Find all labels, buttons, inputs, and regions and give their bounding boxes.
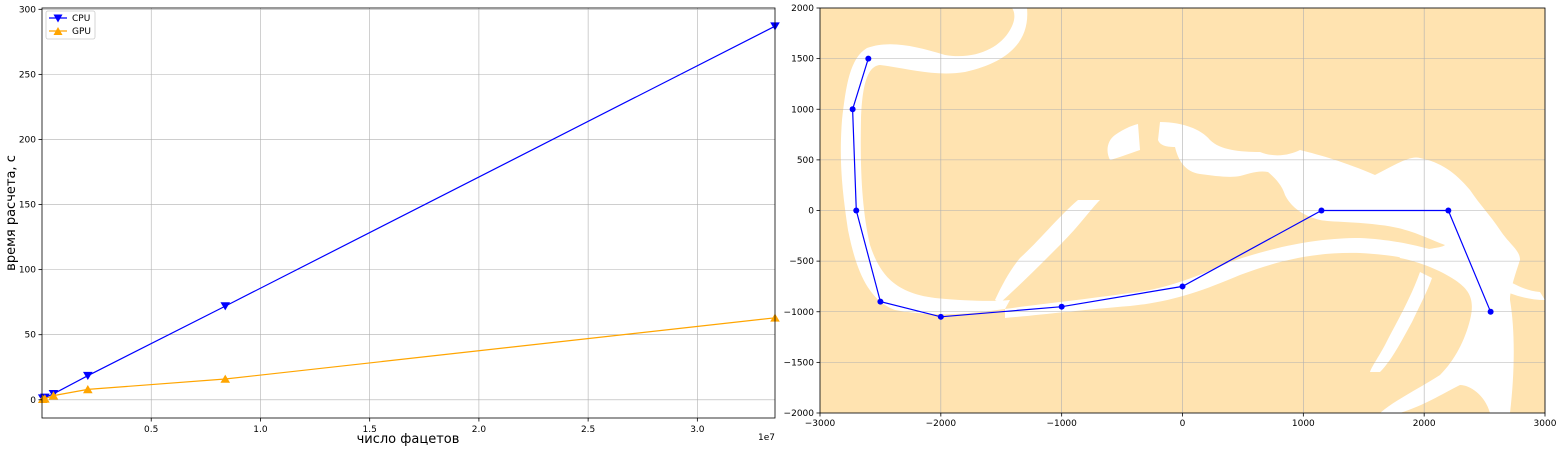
route-waypoint <box>1487 308 1494 315</box>
gpu-data-point <box>40 394 50 403</box>
left-y-axis-label: время расчета, с <box>4 155 19 271</box>
left-x-tick-label: 1.5 <box>363 425 377 435</box>
left-y-tick-label: 200 <box>19 135 36 145</box>
cpu-data-point <box>220 302 231 311</box>
x-offset-text: 1e7 <box>758 433 775 443</box>
left-y-tick-label: 300 <box>19 5 36 15</box>
right-y-tick-label: 1500 <box>791 55 814 65</box>
route-waypoint <box>853 207 860 214</box>
water-channel-upper <box>840 8 1028 315</box>
right-x-tick-label: −2000 <box>926 419 957 429</box>
right-y-tick-label: −1000 <box>784 308 815 318</box>
right-x-tick-label: −1000 <box>1046 419 1077 429</box>
left-y-tick-label: 250 <box>19 70 36 80</box>
right-x-tick-label: 3000 <box>1534 419 1557 429</box>
cpu-data-point <box>83 371 93 381</box>
right-y-tick-label: −1500 <box>784 358 815 368</box>
right-y-tick-label: 500 <box>797 156 814 166</box>
gpu-data-point <box>83 385 93 394</box>
left-gridlines <box>42 8 775 418</box>
left-chart: 0.5 1.0 1.5 2.0 2.5 3.0 0 50 100 150 200 250 300 чис… <box>4 5 780 447</box>
right-y-tick-label: 0 <box>808 207 814 217</box>
right-x-tick-label: 2000 <box>1413 419 1436 429</box>
route-waypoint <box>849 106 856 113</box>
right-y-tick-label: 2000 <box>791 4 814 14</box>
route-waypoint <box>865 55 872 62</box>
left-x-tick-label: 0.5 <box>144 425 158 435</box>
right-y-tick-label: −2000 <box>784 409 815 419</box>
left-x-axis-label: число фацетов <box>357 432 460 447</box>
route-waypoint <box>1318 207 1325 214</box>
left-y-tick-label: 50 <box>25 331 37 341</box>
legend-cpu-marker <box>53 14 63 23</box>
route-waypoint <box>1058 303 1065 310</box>
right-x-tick-label: 0 <box>1180 419 1186 429</box>
left-x-tick-label: 2.0 <box>472 425 487 435</box>
left-x-tick-label: 3.0 <box>690 425 705 435</box>
left-plot-frame <box>41 7 776 419</box>
route-waypoint <box>937 313 944 320</box>
right-y-tick-label: −500 <box>789 257 814 267</box>
gpu-data-point <box>220 374 231 383</box>
route-waypoint <box>877 298 884 305</box>
right-ticks: −3000 −2000 −1000 0 1000 2000 3000200015001000… <box>784 4 1557 429</box>
left-y-tick-label: 100 <box>19 266 36 276</box>
water-channel-left-branch <box>995 200 1100 303</box>
route-line <box>851 58 1492 318</box>
right-y-tick-label: 1000 <box>791 105 814 115</box>
route-waypoint <box>1179 283 1186 290</box>
water-channel-right <box>1158 122 1520 413</box>
legend-gpu-label: GPU <box>72 27 91 37</box>
left-x-tick-label: 2.5 <box>581 425 595 435</box>
water-channel-small <box>1107 124 1140 160</box>
legend: CPU GPU <box>45 10 96 40</box>
left-series <box>37 22 780 403</box>
route-waypoint <box>1445 207 1452 214</box>
legend-gpu-marker <box>53 27 63 35</box>
right-x-tick-label: −3000 <box>805 419 836 429</box>
left-ticks: 0.5 1.0 1.5 2.0 2.5 3.0 0 50 100 150 200 250 300 <box>19 5 705 435</box>
right-route <box>849 55 1494 320</box>
right-x-tick-label: 1000 <box>1292 419 1315 429</box>
left-y-tick-label: 150 <box>19 201 36 211</box>
legend-cpu-label: CPU <box>72 14 90 24</box>
right-map: −3000 −2000 −1000 0 1000 2000 3000200015001000… <box>784 4 1557 429</box>
gpu-data-point <box>48 391 59 400</box>
left-y-tick-label: 0 <box>30 396 36 406</box>
left-x-tick-label: 1.0 <box>253 425 268 435</box>
water-channel-south <box>1370 272 1432 372</box>
